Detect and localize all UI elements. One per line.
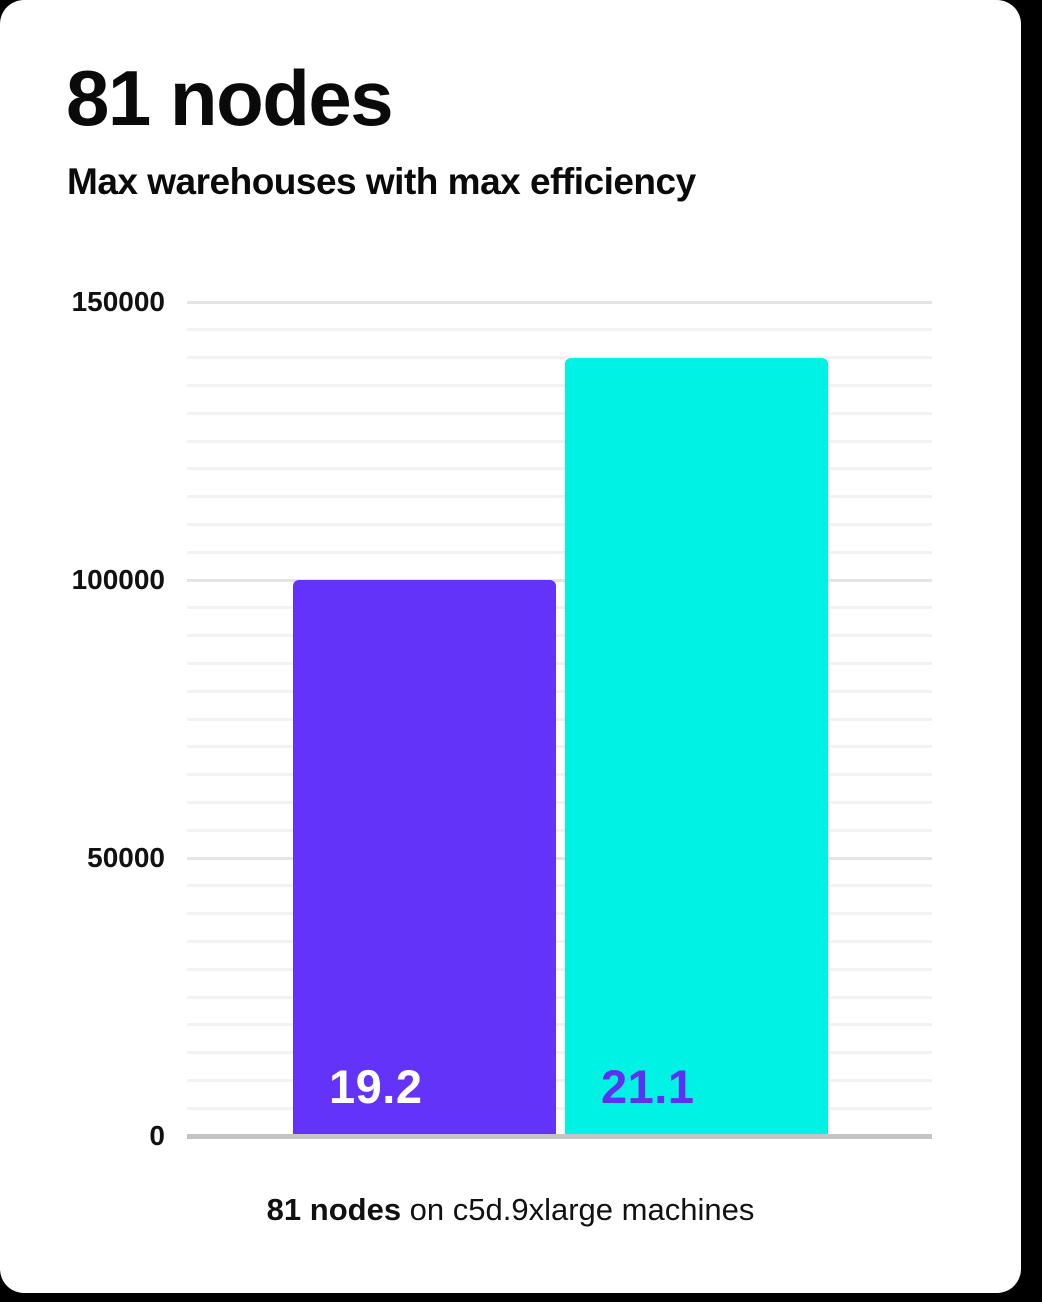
- gridline-minor: [187, 661, 932, 665]
- gridline-minor: [187, 773, 932, 777]
- gridline-minor: [187, 411, 932, 415]
- bar-version-19-2: 19.2: [293, 580, 556, 1136]
- gridline-minor: [187, 439, 932, 443]
- x-axis-line: [187, 1134, 932, 1139]
- gridline-minor: [187, 522, 932, 526]
- gridline-minor: [187, 912, 932, 916]
- bar-label-21-1: 21.1: [601, 1060, 695, 1113]
- y-tick-label-100000: 100000: [71, 564, 165, 595]
- gridline-minor: [187, 1106, 932, 1110]
- gridline-minor: [187, 939, 932, 943]
- caption-rest-text: on c5d.9xlarge machines: [401, 1192, 755, 1227]
- gridline-major: [187, 300, 932, 304]
- bar-label-19-2: 19.2: [329, 1060, 423, 1113]
- gridline-minor: [187, 467, 932, 471]
- gridline-minor: [187, 606, 932, 610]
- gridline-major: [187, 856, 932, 860]
- gridline-minor: [187, 328, 932, 332]
- chart-card: 81 nodes Max warehouses with max efficie…: [0, 0, 1021, 1293]
- gridline-minor: [187, 745, 932, 749]
- gridline-minor: [187, 800, 932, 804]
- chart-subtitle: Max warehouses with max efficiency: [67, 161, 696, 202]
- gridline-minor: [187, 356, 932, 360]
- gridline-minor: [187, 995, 932, 999]
- gridline-minor: [187, 967, 932, 971]
- gridline-minor: [187, 717, 932, 721]
- chart-caption: 81 nodes on c5d.9xlarge machines: [0, 1192, 1021, 1228]
- y-tick-label-150000: 150000: [71, 286, 165, 317]
- bar-chart: 150000 100000 50000 0 19.2 21.1: [71, 286, 932, 1151]
- gridline-minor: [187, 495, 932, 499]
- gridline-minor: [187, 828, 932, 832]
- gridline-major: [187, 578, 932, 582]
- gridline-minor: [187, 689, 932, 693]
- y-tick-label-50000: 50000: [87, 842, 165, 873]
- gridline-minor: [187, 634, 932, 638]
- gridline-minor: [187, 1078, 932, 1082]
- gridline-minor: [187, 1051, 932, 1055]
- gridline-minor: [187, 1023, 932, 1027]
- chart-title: 81 nodes: [66, 54, 394, 142]
- gridline-minor: [187, 884, 932, 888]
- y-tick-label-0: 0: [149, 1120, 165, 1151]
- gridline-minor: [187, 383, 932, 387]
- bar-version-21-1: 21.1: [565, 357, 828, 1136]
- gridline-minor: [187, 550, 932, 554]
- caption-bold-text: 81 nodes: [266, 1192, 402, 1227]
- plot-area: 19.2 21.1: [187, 300, 932, 1136]
